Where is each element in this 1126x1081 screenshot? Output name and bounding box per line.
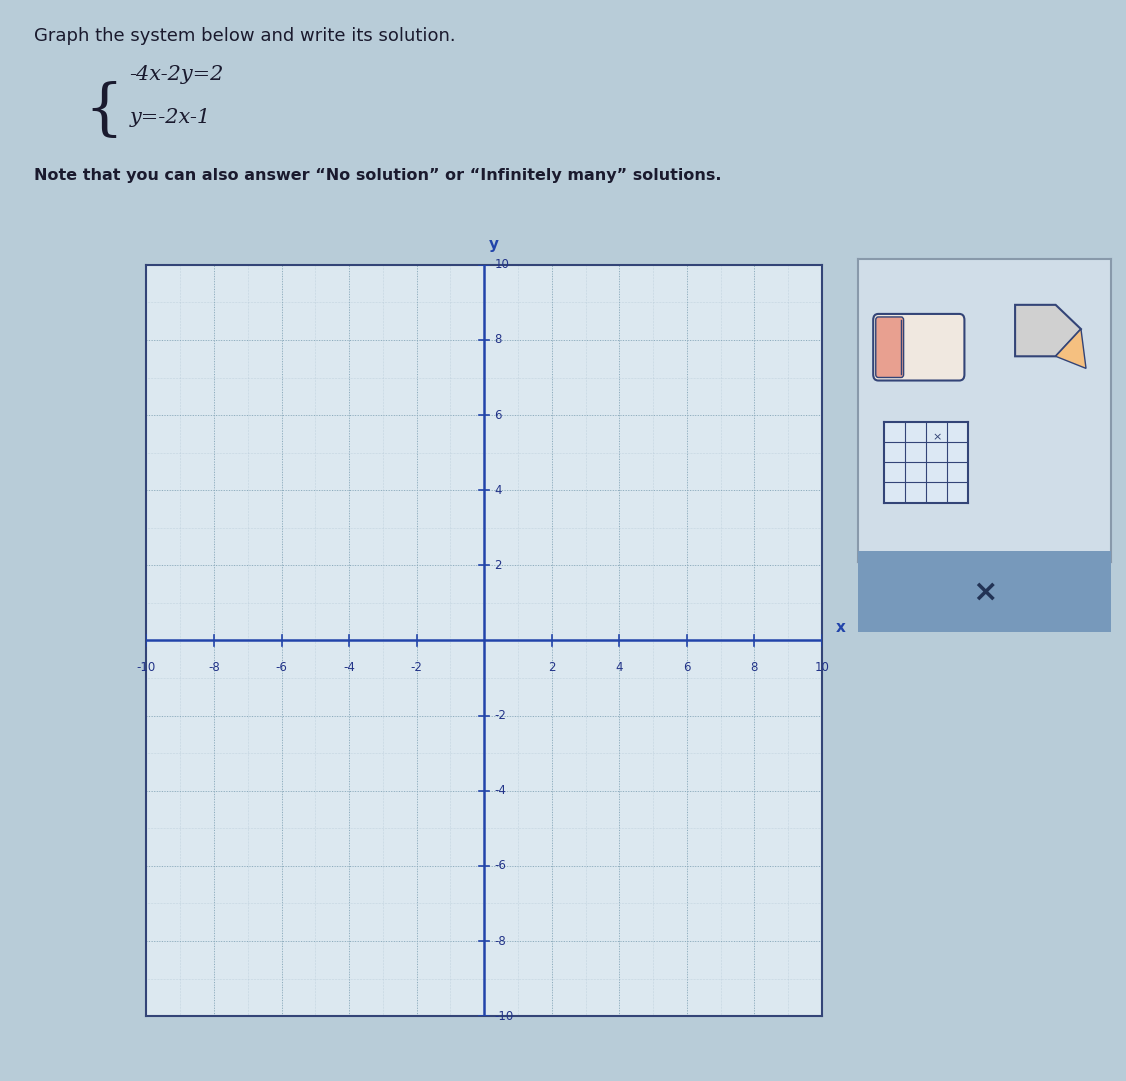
Text: Note that you can also answer “No solution” or “Infinitely many” solutions.: Note that you can also answer “No soluti… xyxy=(34,168,722,183)
Text: 4: 4 xyxy=(616,662,623,675)
Text: ×: × xyxy=(972,577,998,606)
Text: -10: -10 xyxy=(136,662,157,675)
Text: 6: 6 xyxy=(494,409,502,422)
Text: Graph the system below and write its solution.: Graph the system below and write its sol… xyxy=(34,27,455,45)
Text: y: y xyxy=(490,237,499,252)
Text: 6: 6 xyxy=(683,662,690,675)
Text: y=-2x-1: y=-2x-1 xyxy=(129,108,211,128)
Text: -4: -4 xyxy=(343,662,355,675)
FancyBboxPatch shape xyxy=(874,313,965,381)
Text: -8: -8 xyxy=(208,662,220,675)
Text: -4x-2y=2: -4x-2y=2 xyxy=(129,65,224,84)
Text: -10: -10 xyxy=(494,1010,513,1023)
Text: -2: -2 xyxy=(411,662,422,675)
Text: 10: 10 xyxy=(494,258,509,271)
Text: ×: × xyxy=(932,432,941,443)
Text: 2: 2 xyxy=(548,662,555,675)
FancyBboxPatch shape xyxy=(876,317,903,377)
Text: -8: -8 xyxy=(494,934,506,948)
Polygon shape xyxy=(1016,305,1081,357)
Text: -2: -2 xyxy=(494,709,507,722)
Polygon shape xyxy=(1056,329,1085,369)
Text: x: x xyxy=(835,619,846,635)
Text: 2: 2 xyxy=(494,559,502,572)
Text: {: { xyxy=(84,81,124,141)
Text: 8: 8 xyxy=(751,662,758,675)
Text: 8: 8 xyxy=(494,333,502,347)
Text: -4: -4 xyxy=(494,784,507,798)
Text: -6: -6 xyxy=(494,859,507,872)
Text: 4: 4 xyxy=(494,483,502,497)
Text: 10: 10 xyxy=(814,662,830,675)
Text: -6: -6 xyxy=(276,662,287,675)
